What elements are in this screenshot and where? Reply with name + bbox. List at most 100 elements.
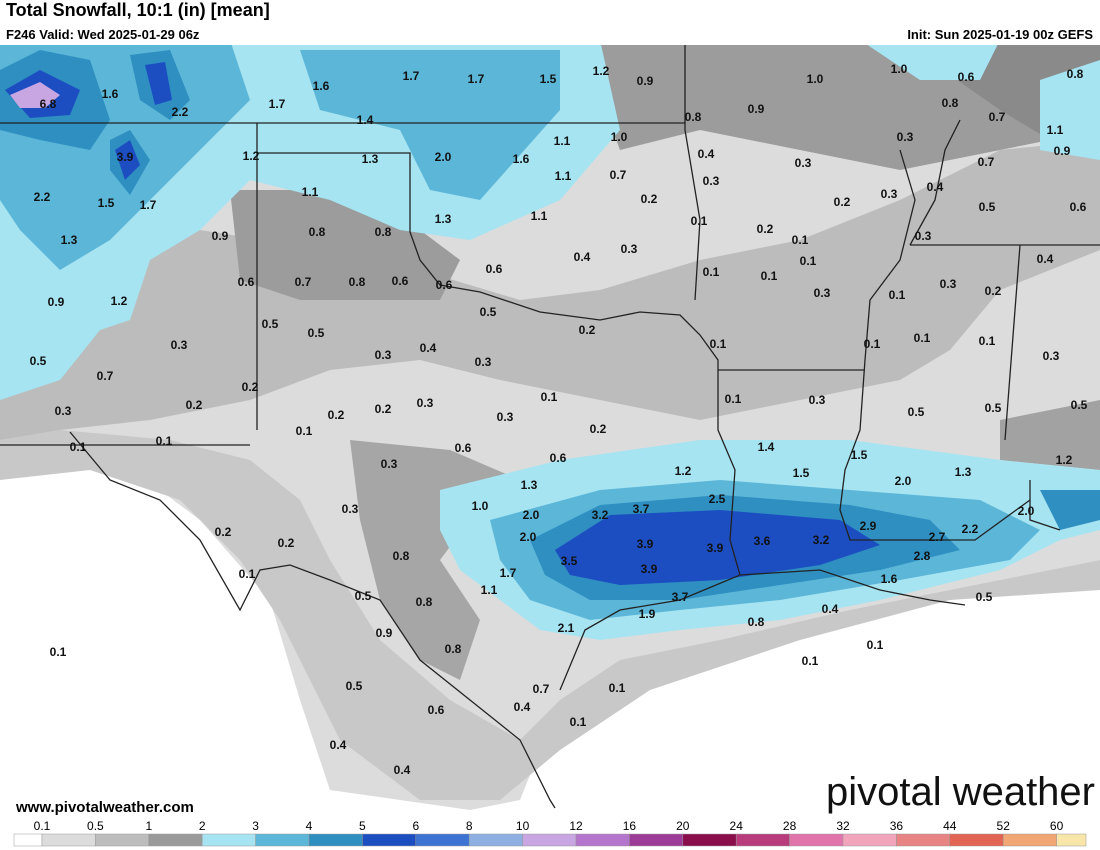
- snow-label: 0.1: [792, 233, 809, 247]
- logo: pivotal weather: [826, 770, 1095, 814]
- snow-label: 0.8: [445, 642, 462, 656]
- snow-label: 1.7: [269, 97, 286, 111]
- snow-label: 0.9: [212, 229, 229, 243]
- snow-label: 0.6: [428, 703, 445, 717]
- snow-label: 0.5: [262, 317, 279, 331]
- snow-label: 1.5: [793, 466, 810, 480]
- snow-label: 0.1: [802, 654, 819, 668]
- snow-label: 1.0: [807, 72, 824, 86]
- snow-label: 1.5: [540, 72, 557, 86]
- snow-label: 2.7: [929, 530, 946, 544]
- colorbar-swatch: [1002, 833, 1057, 847]
- colorbar-tick-label: 12: [569, 819, 583, 833]
- snow-label: 1.4: [758, 440, 775, 454]
- snow-label: 0.3: [497, 410, 514, 424]
- snow-label: 0.7: [295, 275, 312, 289]
- snow-label: 0.3: [703, 174, 720, 188]
- title: Total Snowfall, 10:1 (in) [mean]: [6, 0, 270, 20]
- snow-label: 0.3: [171, 338, 188, 352]
- snow-label: 0.3: [375, 348, 392, 362]
- snow-label: 0.1: [914, 331, 931, 345]
- snow-label: 1.7: [140, 198, 157, 212]
- snow-label: 2.0: [520, 530, 537, 544]
- snow-label: 2.5: [709, 492, 726, 506]
- snow-label: 0.1: [609, 681, 626, 695]
- colorbar-tick-label: 0.1: [34, 819, 51, 833]
- snow-label: 0.5: [30, 354, 47, 368]
- snow-label: 0.3: [809, 393, 826, 407]
- snow-label: 2.2: [172, 105, 189, 119]
- snow-label: 0.8: [416, 595, 433, 609]
- colorbar-tick-label: 3: [252, 819, 259, 833]
- header-bg: [0, 0, 1100, 45]
- snow-label: 1.1: [481, 583, 498, 597]
- snow-label: 0.1: [541, 390, 558, 404]
- colorbar-tick-label: 16: [623, 819, 637, 833]
- snow-label: 0.2: [757, 222, 774, 236]
- snow-label: 0.1: [296, 424, 313, 438]
- snow-label: 2.0: [895, 474, 912, 488]
- colorbar-tick-label: 20: [676, 819, 690, 833]
- snow-label: 0.7: [989, 110, 1006, 124]
- snow-label: 0.8: [685, 110, 702, 124]
- colorbar-swatch: [842, 833, 897, 847]
- snow-label: 0.9: [1054, 144, 1071, 158]
- snow-label: 1.1: [531, 209, 548, 223]
- colorbar-tick-label: 2: [199, 819, 206, 833]
- colorbar-tick-label: 8: [466, 819, 473, 833]
- colorbar-tick-label: 10: [516, 819, 530, 833]
- snow-label: 0.3: [381, 457, 398, 471]
- colorbar-swatch: [95, 833, 150, 847]
- colorbar-swatch: [735, 833, 790, 847]
- snow-label: 0.3: [940, 277, 957, 291]
- snow-label: 0.7: [97, 369, 114, 383]
- snow-label: 0.1: [70, 440, 87, 454]
- snow-label: 0.1: [156, 434, 173, 448]
- snow-label: 0.2: [328, 408, 345, 422]
- snow-label: 0.3: [342, 502, 359, 516]
- snow-label: 1.3: [521, 478, 538, 492]
- snow-label: 0.7: [533, 682, 550, 696]
- colorbar-tick-label: 52: [997, 819, 1011, 833]
- colorbar-tick-label: 6: [412, 819, 419, 833]
- snow-label: 1.2: [243, 149, 260, 163]
- snow-label: 1.7: [468, 72, 485, 86]
- snow-label: 0.5: [985, 401, 1002, 415]
- snow-label: 0.6: [1070, 200, 1087, 214]
- snow-label: 0.3: [621, 242, 638, 256]
- snow-label: 0.4: [330, 738, 347, 752]
- snow-fill: [0, 40, 1100, 810]
- snow-label: 1.3: [61, 233, 78, 247]
- snow-label: 3.9: [641, 562, 658, 576]
- snow-label: 2.1: [558, 621, 575, 635]
- snow-label: 0.1: [691, 214, 708, 228]
- snow-label: 0.2: [215, 525, 232, 539]
- colorbar-tick-label: 0.5: [87, 819, 104, 833]
- colorbar-swatch: [522, 833, 577, 847]
- colorbar-swatch: [789, 833, 844, 847]
- snow-label: 3.7: [633, 502, 650, 516]
- snow-label: 0.1: [725, 392, 742, 406]
- snow-label: 6.8: [40, 97, 57, 111]
- snow-label: 0.1: [239, 567, 256, 581]
- snow-label: 0.4: [1037, 252, 1054, 266]
- snow-label: 0.8: [393, 549, 410, 563]
- snow-label: 0.3: [795, 156, 812, 170]
- colorbar-swatch: [682, 833, 737, 847]
- snow-label: 0.1: [50, 645, 67, 659]
- colorbar-tick-label: 28: [783, 819, 797, 833]
- snow-label: 2.0: [435, 150, 452, 164]
- snow-label: 0.5: [346, 679, 363, 693]
- snow-label: 1.6: [313, 79, 330, 93]
- snow-label: 0.4: [574, 250, 591, 264]
- colorbar-swatch: [201, 833, 256, 847]
- snow-label: 0.7: [978, 155, 995, 169]
- snow-label: 1.0: [611, 130, 628, 144]
- snow-label: 0.2: [186, 398, 203, 412]
- colorbar-swatch: [896, 833, 951, 847]
- colorbar-tick-label: 60: [1050, 819, 1064, 833]
- snow-label: 2.8: [914, 549, 931, 563]
- init-time: Init: Sun 2025-01-19 00z GEFS: [907, 27, 1093, 42]
- snow-label: 0.3: [881, 187, 898, 201]
